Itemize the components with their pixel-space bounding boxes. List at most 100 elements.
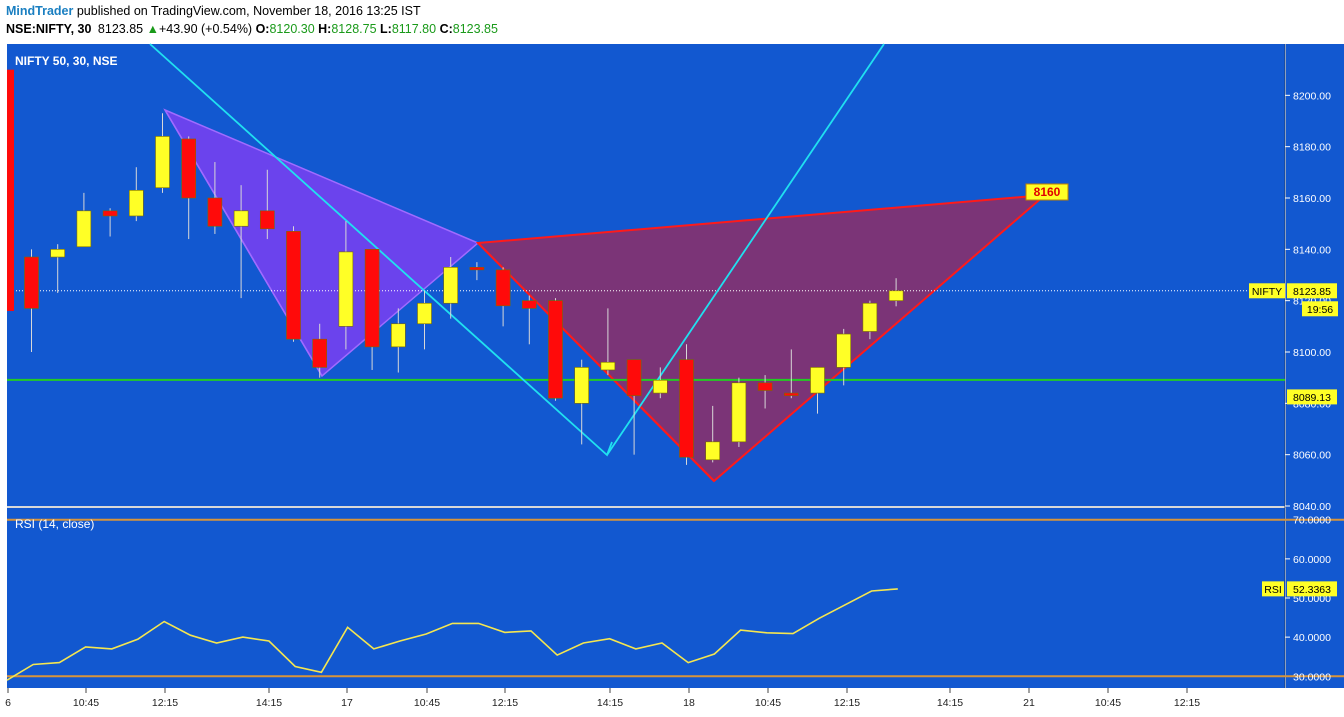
- candle-body[interactable]: [312, 338, 328, 368]
- candle[interactable]: [521, 295, 537, 345]
- author-link[interactable]: MindTrader: [6, 4, 74, 18]
- axis-strip: [1286, 44, 1344, 688]
- candle[interactable]: [574, 359, 590, 445]
- candle-body[interactable]: [50, 249, 66, 258]
- candle[interactable]: [548, 298, 563, 401]
- candle[interactable]: [783, 349, 799, 399]
- candle-body[interactable]: [731, 382, 747, 443]
- rsi-tick-label: 70.0000: [1293, 515, 1331, 527]
- candle-body[interactable]: [783, 392, 799, 396]
- candle-body[interactable]: [757, 382, 773, 391]
- pattern-leg-2[interactable]: [477, 242, 715, 482]
- candle-body[interactable]: [836, 333, 852, 368]
- candle[interactable]: [24, 249, 39, 352]
- high-value: 8128.75: [331, 22, 377, 36]
- symbol-label[interactable]: NSE:NIFTY, 30: [6, 22, 92, 36]
- candle[interactable]: [364, 249, 380, 370]
- candle[interactable]: [810, 367, 825, 414]
- rsi-tick-label: 30.0000: [1293, 671, 1331, 683]
- candle-body[interactable]: [181, 138, 196, 199]
- candle[interactable]: [155, 113, 170, 193]
- harmonic-drawings[interactable]: 8160: [7, 43, 1285, 483]
- close-label: C:: [439, 22, 453, 36]
- time-tick-label: 12:15: [152, 697, 178, 709]
- candle[interactable]: [443, 257, 459, 319]
- candle[interactable]: [469, 262, 485, 281]
- candle-body[interactable]: [548, 300, 563, 399]
- candle[interactable]: [626, 359, 642, 455]
- candle-body[interactable]: [338, 251, 354, 327]
- candle-body-partial[interactable]: [7, 69, 14, 311]
- candle[interactable]: [286, 226, 301, 342]
- candle[interactable]: [417, 290, 432, 350]
- candle[interactable]: [50, 244, 66, 293]
- candle-body[interactable]: [810, 367, 825, 394]
- candle[interactable]: [312, 323, 328, 378]
- candle-body[interactable]: [390, 323, 406, 348]
- candle[interactable]: [679, 344, 694, 465]
- candle[interactable]: [495, 267, 511, 327]
- candle[interactable]: [181, 136, 196, 240]
- candle-body[interactable]: [417, 302, 432, 325]
- candle[interactable]: [705, 405, 721, 463]
- candle[interactable]: [888, 278, 904, 307]
- candle[interactable]: [731, 377, 747, 447]
- candle-body[interactable]: [233, 210, 249, 227]
- published-text: published on TradingView.com, November 1…: [76, 4, 421, 18]
- rsi-line[interactable]: [6, 588, 898, 681]
- time-tick-label: 6: [5, 697, 11, 709]
- candle-body[interactable]: [259, 210, 275, 230]
- candle-body[interactable]: [76, 210, 92, 248]
- candle-body[interactable]: [155, 136, 170, 189]
- time-tick-label: 12:15: [492, 697, 518, 709]
- candle-body[interactable]: [521, 300, 537, 309]
- last-price-badge-box: [1287, 283, 1337, 299]
- candle-body[interactable]: [600, 361, 616, 371]
- axis-labels: 8200.008180.008160.008140.008120.008100.…: [5, 90, 1338, 709]
- rsi-badge-value: 52.3363: [1293, 584, 1331, 596]
- candle[interactable]: [129, 167, 144, 222]
- candle-body[interactable]: [129, 190, 144, 217]
- price-tick-label: 8200.00: [1293, 90, 1331, 102]
- time-tick-label: 10:45: [1095, 697, 1121, 709]
- price-axis[interactable]: [7, 44, 1344, 688]
- rsi-series[interactable]: [6, 518, 1344, 681]
- candle[interactable]: [600, 308, 616, 376]
- candle-body[interactable]: [364, 249, 380, 348]
- candle[interactable]: [836, 328, 852, 386]
- candle[interactable]: [207, 162, 223, 234]
- candle-body[interactable]: [679, 359, 694, 458]
- rsi-pane[interactable]: [7, 508, 1285, 688]
- candle-body[interactable]: [652, 379, 668, 394]
- candle[interactable]: [233, 185, 249, 299]
- candle-body[interactable]: [24, 256, 39, 309]
- open-label: O:: [255, 22, 270, 36]
- candle-body[interactable]: [626, 359, 642, 396]
- price-tick-label: 8040.00: [1293, 501, 1331, 513]
- candle[interactable]: [390, 308, 406, 373]
- candle-body[interactable]: [574, 367, 590, 404]
- candle-body[interactable]: [705, 441, 721, 461]
- candle[interactable]: [259, 169, 275, 240]
- candle[interactable]: [757, 375, 773, 409]
- candle-body[interactable]: [495, 269, 511, 307]
- target-label[interactable]: 8160: [1025, 183, 1069, 201]
- rsi-tick-label: 60.0000: [1293, 554, 1331, 566]
- candle-body[interactable]: [862, 302, 878, 332]
- candle-body[interactable]: [888, 290, 904, 301]
- candle-body[interactable]: [102, 210, 118, 217]
- candlestick-series[interactable]: [7, 69, 904, 465]
- time-tick-label: 18: [683, 697, 695, 709]
- candle[interactable]: [652, 367, 668, 399]
- rsi-badge-value-box: [1287, 581, 1337, 597]
- candle-body[interactable]: [443, 266, 459, 304]
- candle-body[interactable]: [469, 266, 485, 271]
- candle-body[interactable]: [286, 231, 301, 340]
- candle[interactable]: [102, 208, 118, 237]
- candle-body[interactable]: [207, 197, 223, 227]
- close-value: 8123.85: [452, 22, 498, 36]
- candle[interactable]: [338, 221, 354, 350]
- candle[interactable]: [862, 300, 878, 340]
- candle[interactable]: [76, 192, 92, 248]
